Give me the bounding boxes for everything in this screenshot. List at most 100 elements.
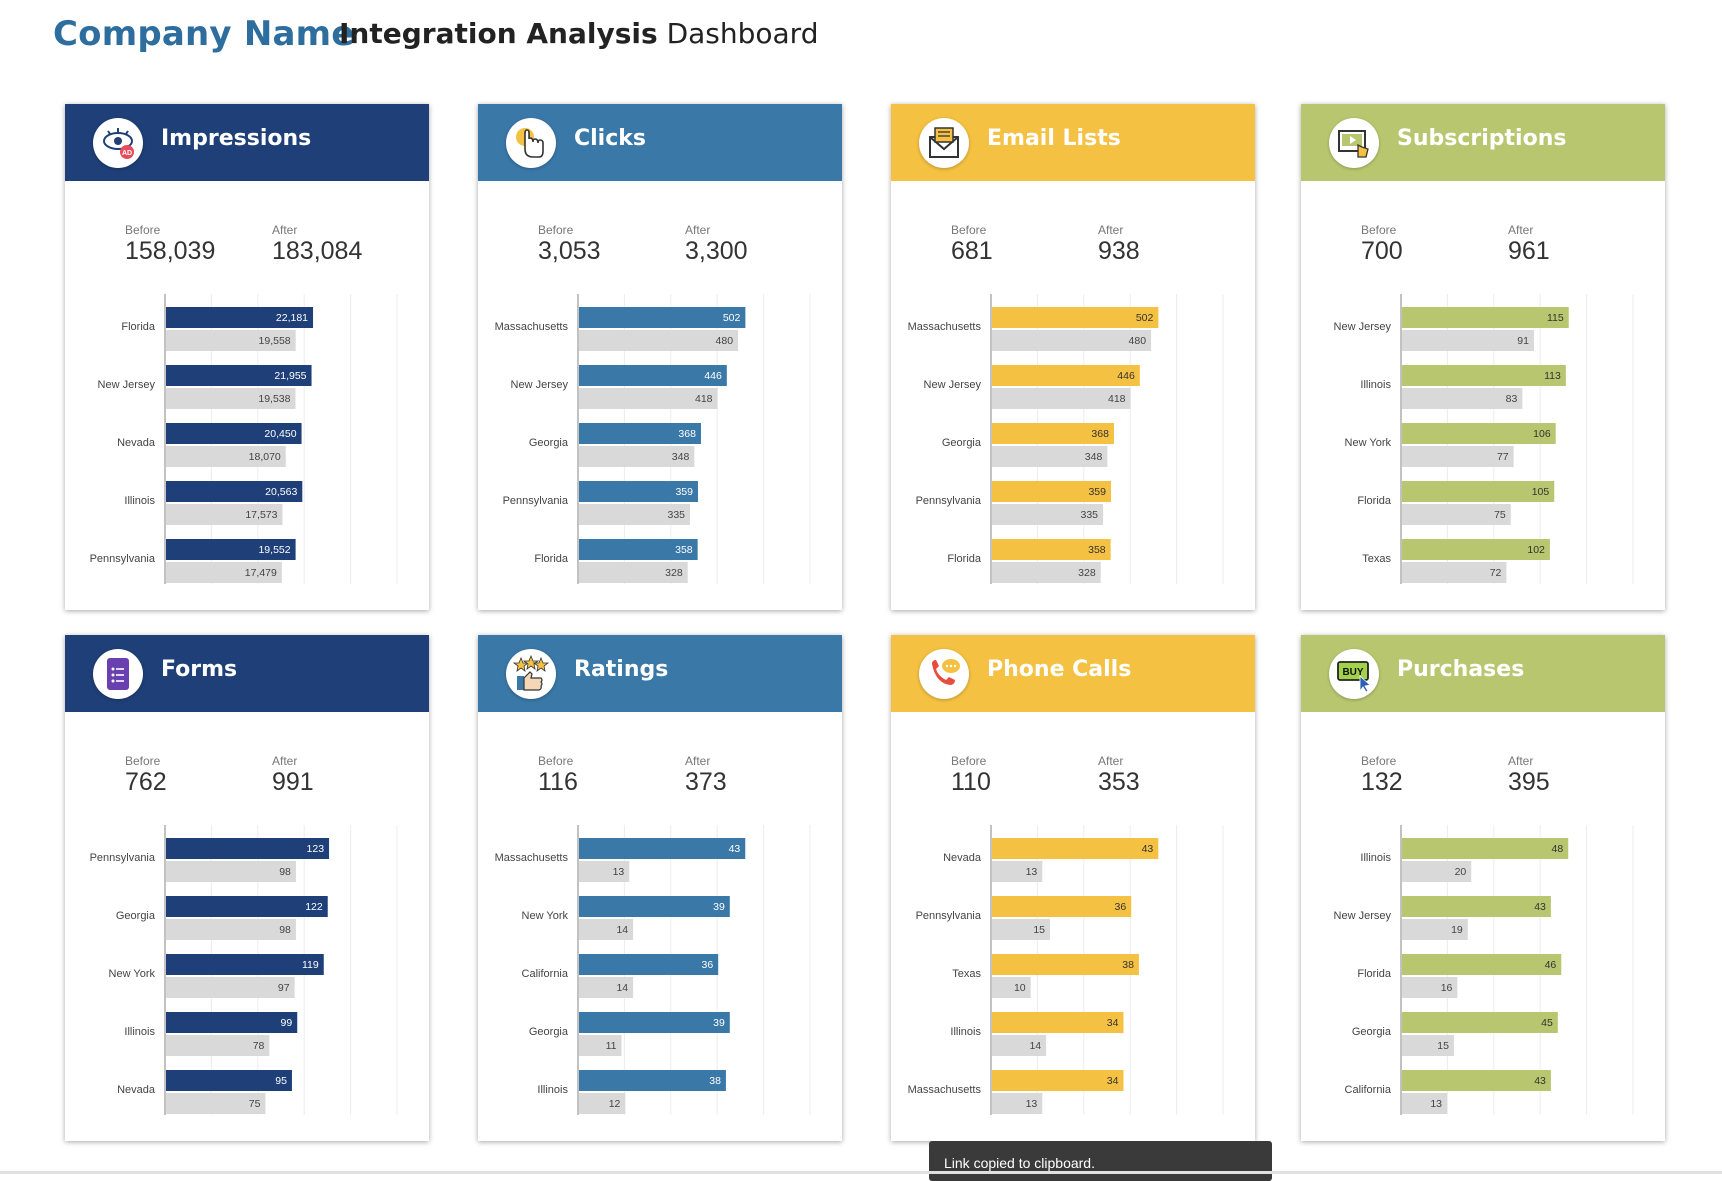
before-bar (1402, 1093, 1448, 1114)
after-value-label: 46 (1545, 959, 1557, 971)
after-value-label: 21,955 (274, 370, 306, 382)
before-value: 132 (1361, 768, 1403, 796)
toast-notification: Link copied to clipboard. (929, 1141, 1272, 1181)
subscriptions-card: Subscriptions Before 700 After 961 New Jersey… (1301, 104, 1665, 610)
category-label: California (522, 968, 569, 980)
after-value-label: 359 (675, 486, 693, 498)
before-bar (579, 330, 739, 351)
after-bar (166, 1012, 298, 1033)
after-value-label: 113 (1544, 370, 1561, 382)
after-bar (992, 365, 1140, 386)
before-value-label: 19,558 (259, 335, 291, 347)
before-value-label: 98 (279, 924, 291, 936)
phone-calls-card-header: Phone Calls (891, 635, 1255, 712)
before-value-label: 91 (1517, 335, 1529, 347)
category-label: Massachusetts (495, 321, 569, 333)
bar-chart: Massachusetts 502 480 New Jersey 446 418 Georg… (908, 294, 1224, 584)
svg-text:BUY: BUY (1342, 667, 1363, 678)
category-label: Massachusetts (495, 852, 569, 864)
before-bar (166, 446, 286, 467)
before-bar (992, 1035, 1047, 1056)
before-value-label: 15 (1437, 1040, 1449, 1052)
before-bar (992, 504, 1104, 525)
after-bar (992, 1012, 1124, 1033)
after-bar (166, 539, 296, 560)
toast-message: Link copied to clipboard. (944, 1155, 1095, 1171)
after-value-label: 38 (709, 1075, 721, 1087)
after-value-label: 105 (1532, 486, 1550, 498)
category-label: Texas (952, 968, 981, 980)
category-label: California (1345, 1084, 1392, 1096)
before-bar (1402, 330, 1534, 351)
before-label: Before (538, 754, 574, 768)
before-value-label: 20 (1455, 866, 1467, 878)
category-label: Illinois (1360, 852, 1391, 864)
before-label: Before (1361, 754, 1397, 768)
category-label: New Jersey (924, 379, 982, 391)
after-bar (166, 423, 302, 444)
impressions-card-header: AD Impressions (65, 104, 429, 181)
category-label: Nevada (117, 1084, 156, 1096)
after-bar (579, 539, 698, 560)
before-bar (992, 977, 1031, 998)
after-value-label: 99 (281, 1017, 293, 1029)
before-label: Before (951, 754, 987, 768)
before-label: Before (951, 223, 987, 237)
before-value: 110 (951, 768, 991, 796)
category-label: Massachusetts (908, 321, 982, 333)
before-value-label: 10 (1014, 982, 1026, 994)
category-label: Georgia (529, 1026, 569, 1038)
before-value: 762 (125, 768, 167, 796)
forms-card: Forms Before 762 After 991 Pennsylvania 123 98 G… (65, 635, 429, 1141)
before-bar (1402, 977, 1458, 998)
before-value-label: 480 (716, 335, 734, 347)
before-value-label: 75 (1494, 509, 1506, 521)
after-value: 938 (1098, 237, 1140, 265)
after-label: After (685, 223, 711, 237)
after-bar (992, 896, 1132, 917)
before-bar (1402, 562, 1507, 583)
after-bar (166, 1070, 292, 1091)
card-title: Phone Calls (987, 657, 1132, 682)
after-bar (579, 481, 698, 502)
category-label: Florida (534, 553, 569, 565)
before-bar (1402, 919, 1468, 940)
after-bar (579, 1070, 726, 1091)
before-bar (166, 330, 296, 351)
phone-calls-card: Phone Calls Before 110 After 353 Nevada 43 13 Pe… (891, 635, 1255, 1141)
subscriptions-card-header: Subscriptions (1301, 104, 1665, 181)
before-value-label: 19,538 (258, 393, 290, 405)
category-label: Pennsylvania (90, 852, 156, 864)
after-value-label: 39 (713, 1017, 725, 1029)
after-bar (579, 423, 701, 444)
bar-chart: Nevada 43 13 Pennsylvania 36 15 Texas 38 10 Illin… (908, 825, 1224, 1115)
after-bar (992, 838, 1159, 859)
after-value-label: 43 (1534, 901, 1546, 913)
after-value-label: 106 (1533, 428, 1551, 440)
after-value-label: 119 (302, 959, 319, 971)
after-value-label: 122 (305, 901, 323, 913)
after-bar (579, 896, 730, 917)
before-value: 116 (538, 768, 578, 796)
before-bar (579, 1093, 626, 1114)
after-bar (166, 838, 330, 859)
after-bar (992, 954, 1139, 975)
forms-card-header: Forms (65, 635, 429, 712)
before-bar (579, 562, 688, 583)
after-bar (1402, 365, 1566, 386)
after-bar (579, 954, 719, 975)
subscribe-screen-icon (1329, 118, 1379, 168)
bottom-divider (0, 1171, 1722, 1174)
before-value: 700 (1361, 237, 1403, 265)
after-value: 353 (1098, 768, 1140, 796)
before-value-label: 13 (1026, 1098, 1038, 1110)
before-value-label: 335 (667, 509, 685, 521)
card-title: Forms (161, 657, 238, 682)
after-bar (166, 954, 324, 975)
after-value-label: 36 (1115, 901, 1127, 913)
before-label: Before (125, 754, 161, 768)
after-label: After (1508, 754, 1534, 768)
eye-ad-icon: AD (93, 118, 143, 168)
before-label: Before (538, 223, 574, 237)
before-value-label: 348 (1085, 451, 1103, 463)
